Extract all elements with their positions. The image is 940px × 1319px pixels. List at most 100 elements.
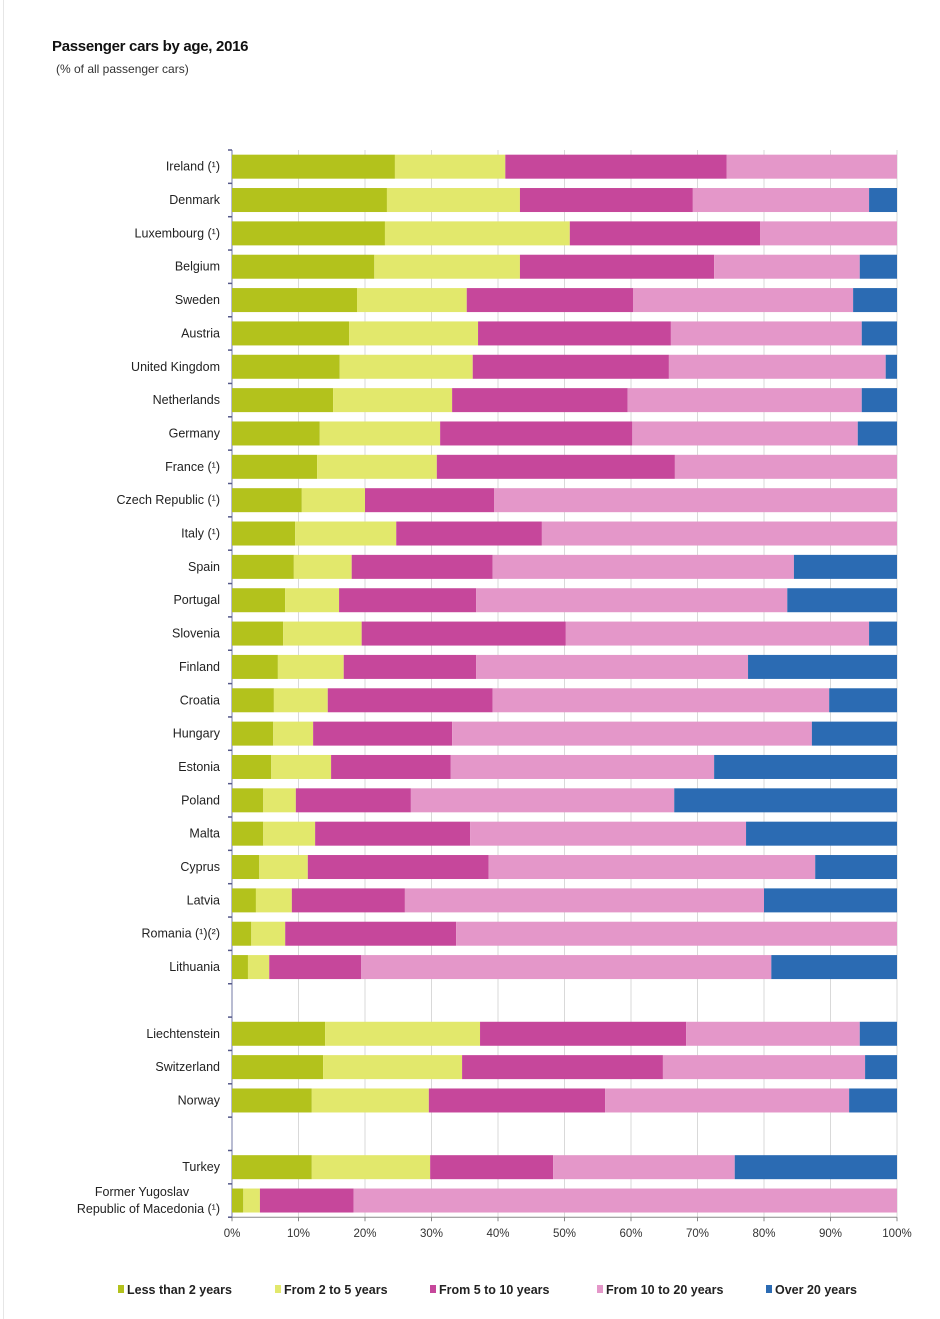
bar-segment [232, 1055, 324, 1080]
bar-segment [243, 1188, 260, 1213]
bar-segment [232, 221, 385, 246]
bar-segment [865, 1055, 897, 1080]
category-label: Luxembourg (¹) [135, 226, 220, 240]
bar-segment [726, 154, 897, 179]
bar-segment [386, 188, 520, 213]
category-label: Finland [179, 660, 220, 674]
bar-segment [285, 921, 457, 946]
bar-segment [787, 588, 897, 613]
bar-segment [746, 821, 897, 846]
bar-segment [505, 154, 727, 179]
bar-segment [793, 554, 897, 579]
bar-segment [232, 1088, 312, 1113]
bar-segment [311, 1088, 429, 1113]
bar-segment [325, 1021, 481, 1046]
bar-segment [232, 454, 318, 479]
bar-segment [748, 654, 897, 679]
legend-swatch [275, 1285, 281, 1293]
bar-segment [323, 1055, 463, 1080]
x-tick-label: 70% [686, 1228, 709, 1240]
bar-segment [394, 154, 506, 179]
bar-segment [232, 254, 375, 279]
category-label: Portugal [173, 593, 220, 607]
bar-segment [232, 888, 256, 913]
bar-segment [569, 221, 761, 246]
category-label: Switzerland [155, 1060, 220, 1074]
bar-segment [714, 754, 897, 779]
bar-segment [277, 654, 344, 679]
category-label: Poland [181, 793, 220, 807]
category-label: Ireland (¹) [166, 160, 220, 174]
bar-segment [232, 1155, 312, 1180]
bar-segment [565, 621, 870, 646]
x-tick-label: 90% [819, 1228, 842, 1240]
chart-subtitle: (% of all passenger cars) [56, 62, 189, 76]
bar-segment [343, 654, 477, 679]
bar-segment [632, 421, 858, 446]
legend-label: From 2 to 5 years [284, 1283, 388, 1297]
legend-swatch [597, 1285, 603, 1293]
bar-segment [283, 621, 362, 646]
bar-segment [605, 1088, 850, 1113]
bar-segment [472, 354, 669, 379]
bar-segment [315, 821, 471, 846]
chart-title: Passenger cars by age, 2016 [52, 38, 249, 55]
category-label: Turkey [182, 1160, 220, 1174]
bar-segment [430, 1155, 554, 1180]
x-tick-label: 100% [882, 1228, 911, 1240]
bar-segment [492, 688, 830, 713]
category-label: Germany [169, 426, 221, 440]
bar-segment [232, 688, 274, 713]
category-label: Croatia [180, 693, 220, 707]
bar-segment [632, 288, 854, 313]
legend-swatch [430, 1285, 436, 1293]
category-label: Republic of Macedonia (¹) [77, 1202, 220, 1216]
bar-segment [452, 721, 812, 746]
bar-segment [627, 388, 862, 413]
bar-segment [232, 821, 264, 846]
category-label: Denmark [169, 193, 220, 207]
bar-segment [251, 921, 286, 946]
bar-segment [811, 721, 897, 746]
bar-segment [829, 688, 897, 713]
bar-segment [232, 721, 274, 746]
legend-label: Less than 2 years [127, 1283, 232, 1297]
bar-segment [232, 955, 248, 980]
bar-segment [232, 188, 387, 213]
bar-segment [384, 221, 570, 246]
bar-segment [492, 554, 794, 579]
legend-label: From 5 to 10 years [439, 1283, 550, 1297]
bar-segment [232, 1188, 244, 1213]
bar-segment [232, 321, 350, 346]
category-label: Latvia [187, 893, 220, 907]
category-label: France (¹) [165, 460, 220, 474]
bar-segment [232, 388, 334, 413]
bar-segment [295, 521, 397, 546]
bar-segment [404, 888, 764, 913]
x-tick-label: 40% [486, 1228, 509, 1240]
bar-segment [273, 721, 314, 746]
bar-segment [349, 321, 479, 346]
bar-segment [396, 521, 542, 546]
bar-segment [764, 888, 897, 913]
bar-segment [232, 588, 286, 613]
bar-segment [857, 421, 897, 446]
bar-segment [232, 154, 395, 179]
bar-segment [714, 254, 860, 279]
bar-segment [410, 788, 675, 813]
category-label: Spain [188, 560, 220, 574]
bar-segment [232, 521, 296, 546]
bar-segment [263, 821, 316, 846]
x-tick-label: 30% [420, 1228, 443, 1240]
legend-label: Over 20 years [775, 1283, 857, 1297]
bar-segment [494, 488, 897, 513]
bar-segment [295, 788, 411, 813]
bar-segment [353, 1188, 897, 1213]
bar-segment [232, 654, 278, 679]
category-label: Cyprus [180, 860, 220, 874]
bar-segment [480, 1021, 687, 1046]
bar-segment [232, 288, 358, 313]
bar-segment [273, 688, 328, 713]
bar-segment [232, 855, 260, 880]
